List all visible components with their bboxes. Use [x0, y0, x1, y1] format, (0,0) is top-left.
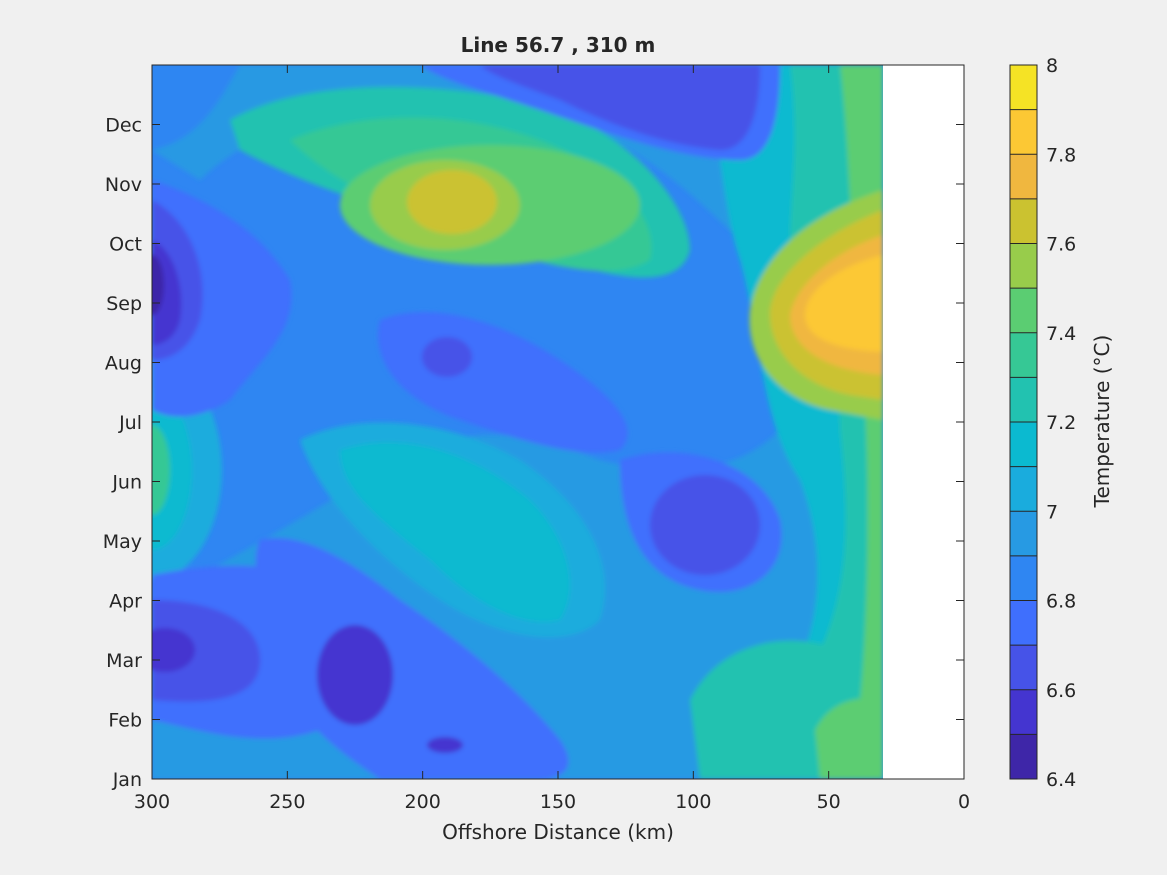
- y-tick-label: Mar: [106, 650, 142, 672]
- contour-band-6.7-southwest: [152, 600, 260, 702]
- contour-band-7.2-central: [340, 442, 570, 622]
- x-axis-label: Offshore Distance (km): [442, 820, 674, 844]
- y-tick-label: Feb: [108, 710, 142, 732]
- x-tick-label: 100: [675, 791, 711, 813]
- y-tick-label: Aug: [105, 353, 142, 375]
- contour-band-7.4-southeast: [815, 698, 883, 779]
- colorbar-tick-label: 7.2: [1046, 412, 1076, 434]
- contour-band-6.7-northcentral: [480, 65, 760, 150]
- contour-band-6.7-southcentral: [650, 475, 760, 575]
- contour-band-6.8-south: [255, 538, 569, 779]
- colorbar-tick-label: 6.8: [1046, 591, 1076, 613]
- colorbar-segment: [1010, 645, 1037, 690]
- colorbar-segment: [1010, 65, 1037, 110]
- chart-title: Line 56.7 , 310 m: [461, 33, 656, 57]
- x-tick-label: 0: [958, 791, 970, 813]
- colorbar-tick-label: 6.4: [1046, 769, 1076, 791]
- contour-band-6.6-south: [317, 625, 393, 725]
- x-tick-label: 150: [540, 791, 576, 813]
- colorbar-segment: [1010, 109, 1037, 155]
- x-tick-label: 250: [269, 791, 305, 813]
- colorbar-segment: [1010, 555, 1037, 601]
- y-tick-label: Jan: [112, 769, 142, 791]
- colorbar-segment: [1010, 243, 1037, 289]
- colorbar-tick-label: 6.6: [1046, 680, 1076, 702]
- x-tick-label: 200: [405, 791, 441, 813]
- colorbar-segment: [1010, 600, 1037, 646]
- contour-band-7.8-east: [805, 255, 883, 352]
- contour-band-7.3-west: [152, 425, 170, 515]
- contour-band-6.7-central: [422, 337, 472, 377]
- y-tick-label: Nov: [105, 174, 142, 196]
- y-tick-label: Oct: [109, 234, 142, 256]
- colorbar-tick-label: 7.4: [1046, 323, 1076, 345]
- contour-band-6.5-west: [152, 255, 164, 315]
- colorbar-segment: [1010, 466, 1037, 512]
- colorbar: 6.4 6.6 6.8 7 7.2 7.4 7.6 7.8 8: [1009, 55, 1076, 791]
- colorbar-label: Temperature (°C): [1090, 335, 1114, 509]
- colorbar-segment: [1010, 734, 1037, 779]
- y-tick-label: Apr: [109, 591, 142, 613]
- colorbar-segment: [1010, 377, 1037, 422]
- y-tick-label: Jun: [111, 472, 142, 494]
- y-axis: Jan Feb Mar Apr May Jun Jul Aug Sep Oct Nov Dec: [103, 115, 964, 791]
- x-tick-label: 300: [134, 791, 170, 813]
- contour-band-7.6-north: [407, 170, 497, 234]
- contour-band-6.6-small: [427, 737, 463, 753]
- colorbar-segment: [1010, 422, 1037, 467]
- y-tick-label: Dec: [105, 115, 142, 137]
- colorbar-tick-label: 7.8: [1046, 144, 1076, 166]
- colorbar-segment: [1010, 154, 1037, 199]
- y-tick-label: Sep: [106, 293, 142, 315]
- x-tick-label: 50: [817, 791, 841, 813]
- colorbar-segment: [1010, 288, 1037, 333]
- contour-field: [152, 65, 883, 779]
- y-tick-label: May: [103, 531, 142, 553]
- y-tick-label: Jul: [118, 412, 142, 434]
- colorbar-tick-label: 8: [1046, 55, 1058, 77]
- colorbar-segment: [1010, 198, 1037, 244]
- colorbar-segment: [1010, 511, 1037, 556]
- colorbar-tick-label: 7: [1046, 501, 1058, 523]
- colorbar-segment: [1010, 332, 1037, 378]
- colorbar-tick-label: 7.6: [1046, 234, 1076, 256]
- contour-band-7.2-west: [152, 390, 192, 550]
- contour-band-6.6-southwest: [152, 628, 195, 672]
- x-axis: 300 250 200 150 100 50 0: [134, 65, 970, 813]
- contour-band-6.9-northwest: [152, 65, 240, 150]
- colorbar-segment: [1010, 689, 1037, 735]
